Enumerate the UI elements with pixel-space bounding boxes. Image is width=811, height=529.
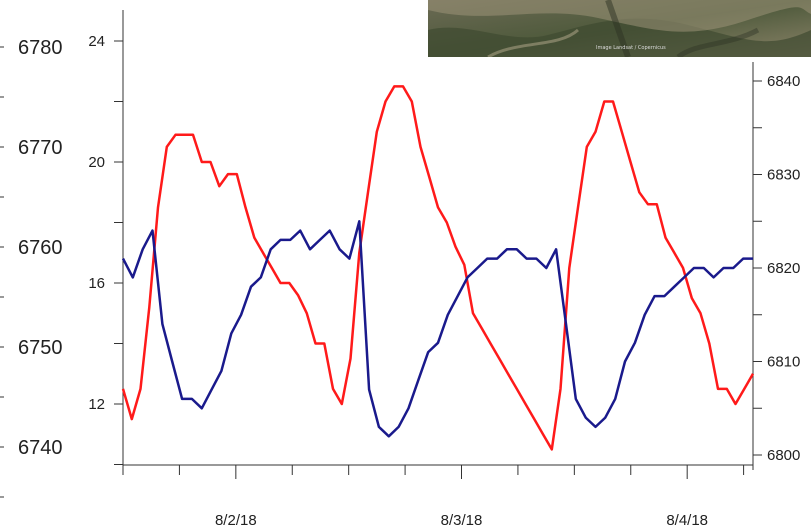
far-left-tick-label: 6760 bbox=[18, 237, 63, 259]
series-line-2 bbox=[121, 220, 753, 438]
inner-left-axis: 24 20 16 12 bbox=[88, 10, 124, 465]
far-left-tick-label: 6750 bbox=[18, 337, 63, 359]
series-line-1 bbox=[121, 85, 755, 451]
far-left-axis: 6780 6770 6760 6750 6740 bbox=[0, 37, 63, 498]
image-credit: Image Landsat / Copernicus bbox=[596, 45, 666, 51]
inner-left-tick-label: 16 bbox=[88, 275, 105, 292]
far-left-tick-label: 6770 bbox=[18, 137, 63, 159]
inner-left-tick-label: 12 bbox=[88, 396, 105, 413]
right-tick-label: 6840 bbox=[767, 73, 800, 90]
x-tick-label: 8/3/18 bbox=[441, 512, 483, 529]
right-axis: 6840 6830 6820 6810 6800 bbox=[752, 62, 800, 470]
x-axis: 8/2/18 8/3/18 8/4/18 bbox=[122, 464, 753, 529]
far-left-tick-label: 6780 bbox=[18, 37, 63, 59]
x-tick-label: 8/4/18 bbox=[666, 512, 708, 529]
inner-left-tick-label: 24 bbox=[88, 33, 105, 50]
right-tick-label: 6820 bbox=[767, 260, 800, 277]
right-tick-label: 6800 bbox=[767, 447, 800, 464]
terrain-photo bbox=[428, 0, 811, 57]
satellite-image: Image Landsat / Copernicus bbox=[428, 0, 811, 57]
right-tick-label: 6810 bbox=[767, 354, 800, 371]
right-tick-label: 6830 bbox=[767, 167, 800, 184]
x-tick-label: 8/2/18 bbox=[215, 512, 257, 529]
inner-left-tick-label: 20 bbox=[88, 154, 105, 171]
far-left-tick-label: 6740 bbox=[18, 437, 63, 459]
series-layer bbox=[121, 85, 755, 451]
